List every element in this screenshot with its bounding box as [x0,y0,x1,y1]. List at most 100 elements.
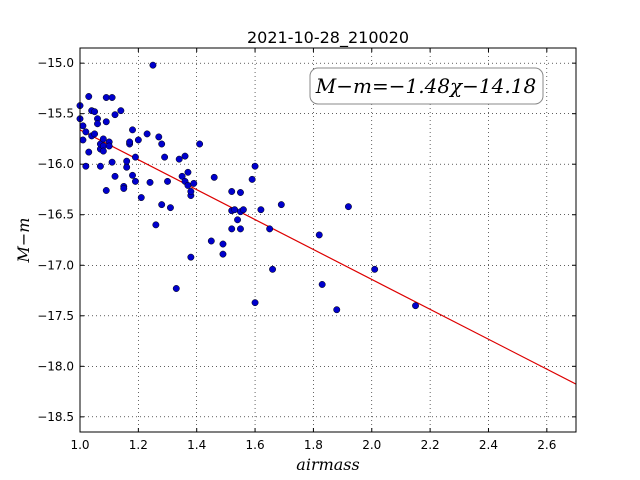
data-point [251,299,259,307]
data-point [187,188,195,195]
data-point [91,130,99,138]
y-tick-labels: −15.0 −15.5 −16.0 −16.5 −17.0 −17.5 −18.0 −18.5 [37,56,74,424]
data-point [131,177,139,185]
plot-area [80,48,576,432]
x-tick-label: 1.8 [304,438,323,452]
data-point [344,203,352,211]
data-point [102,187,110,194]
data-point [146,178,154,186]
annotation-box [309,67,544,105]
data-point [166,204,174,212]
data-point [175,155,183,163]
y-tick-label: −15.5 [37,107,74,121]
y-tick-label: −17.0 [37,258,74,272]
data-point [412,302,419,310]
data-point [99,147,107,155]
y-tick-label: −15.0 [37,56,74,70]
data-point [277,201,285,209]
data-point [155,133,163,141]
data-point [117,107,125,115]
data-point [99,135,107,143]
data-point [196,140,204,148]
data-point [111,172,119,180]
data-point [269,265,277,273]
x-tick-label: 2.0 [362,438,381,452]
data-point [333,306,341,314]
data-point [108,94,116,101]
data-point [172,285,180,292]
x-tick-label: 2.2 [421,438,440,452]
data-point [134,136,142,144]
data-point [164,177,171,185]
data-point [315,231,323,239]
data-point [228,225,236,233]
y-tick-label: −16.5 [37,208,74,222]
data-point [318,281,326,288]
y-tick-label: −18.5 [37,410,74,424]
data-point [129,171,136,179]
data-point [91,108,99,116]
data-point [102,118,110,126]
data-point [181,152,189,160]
x-tick-label: 1.0 [70,438,89,452]
plot-frame [79,47,577,433]
data-point [219,250,227,258]
x-tick-label: 1.6 [246,438,265,452]
data-point [248,175,256,183]
data-point [131,153,139,161]
x-axis-label: airmass [296,455,359,474]
data-point [266,225,274,233]
data-point [219,240,227,248]
data-point [149,61,157,69]
y-axis-label: M−m [14,218,33,264]
annotation-text: M−m=−1.48χ−14.18 [315,74,536,98]
data-point [79,136,87,144]
data-point [231,206,239,214]
fit-annotation: M−m=−1.48χ−14.18 [309,67,544,105]
grid [79,48,576,432]
data-point [184,181,192,189]
data-point [251,162,259,170]
data-point [158,140,166,148]
data-points [76,61,419,314]
data-point [158,201,166,209]
data-point [161,153,169,161]
x-tick-label: 1.2 [129,438,148,452]
data-point [239,206,247,214]
y-tick-label: −17.5 [37,309,74,323]
data-point [85,148,93,156]
data-point [371,265,379,273]
data-point [137,194,145,202]
data-point [102,94,110,101]
data-point [184,168,192,176]
data-point [111,111,119,119]
data-point [234,216,242,224]
x-tick-label: 1.4 [187,438,206,452]
data-point [96,162,104,170]
chart-title: 2021-10-28_210020 [247,28,409,48]
y-tick-label: −16.0 [37,157,74,171]
data-point [187,253,195,261]
data-point [178,172,186,180]
data-point [237,225,244,233]
data-point [82,128,90,136]
x-tick-label: 2.6 [537,438,556,452]
data-point [143,130,151,138]
data-point [85,93,93,100]
data-point [207,237,215,245]
data-point [152,221,160,229]
data-point [237,189,244,196]
data-point [190,179,198,187]
data-point [108,158,116,166]
x-tick-labels: 1.0 1.2 1.4 1.6 1.8 2.0 2.2 2.4 2.6 [70,438,556,452]
data-point [94,120,101,128]
data-point [210,173,218,181]
data-point [126,138,134,146]
data-point [129,126,136,134]
x-tick-label: 2.4 [479,438,498,452]
fit-line [79,129,577,385]
data-point [105,142,113,150]
data-point [123,163,131,171]
data-point [228,188,236,195]
